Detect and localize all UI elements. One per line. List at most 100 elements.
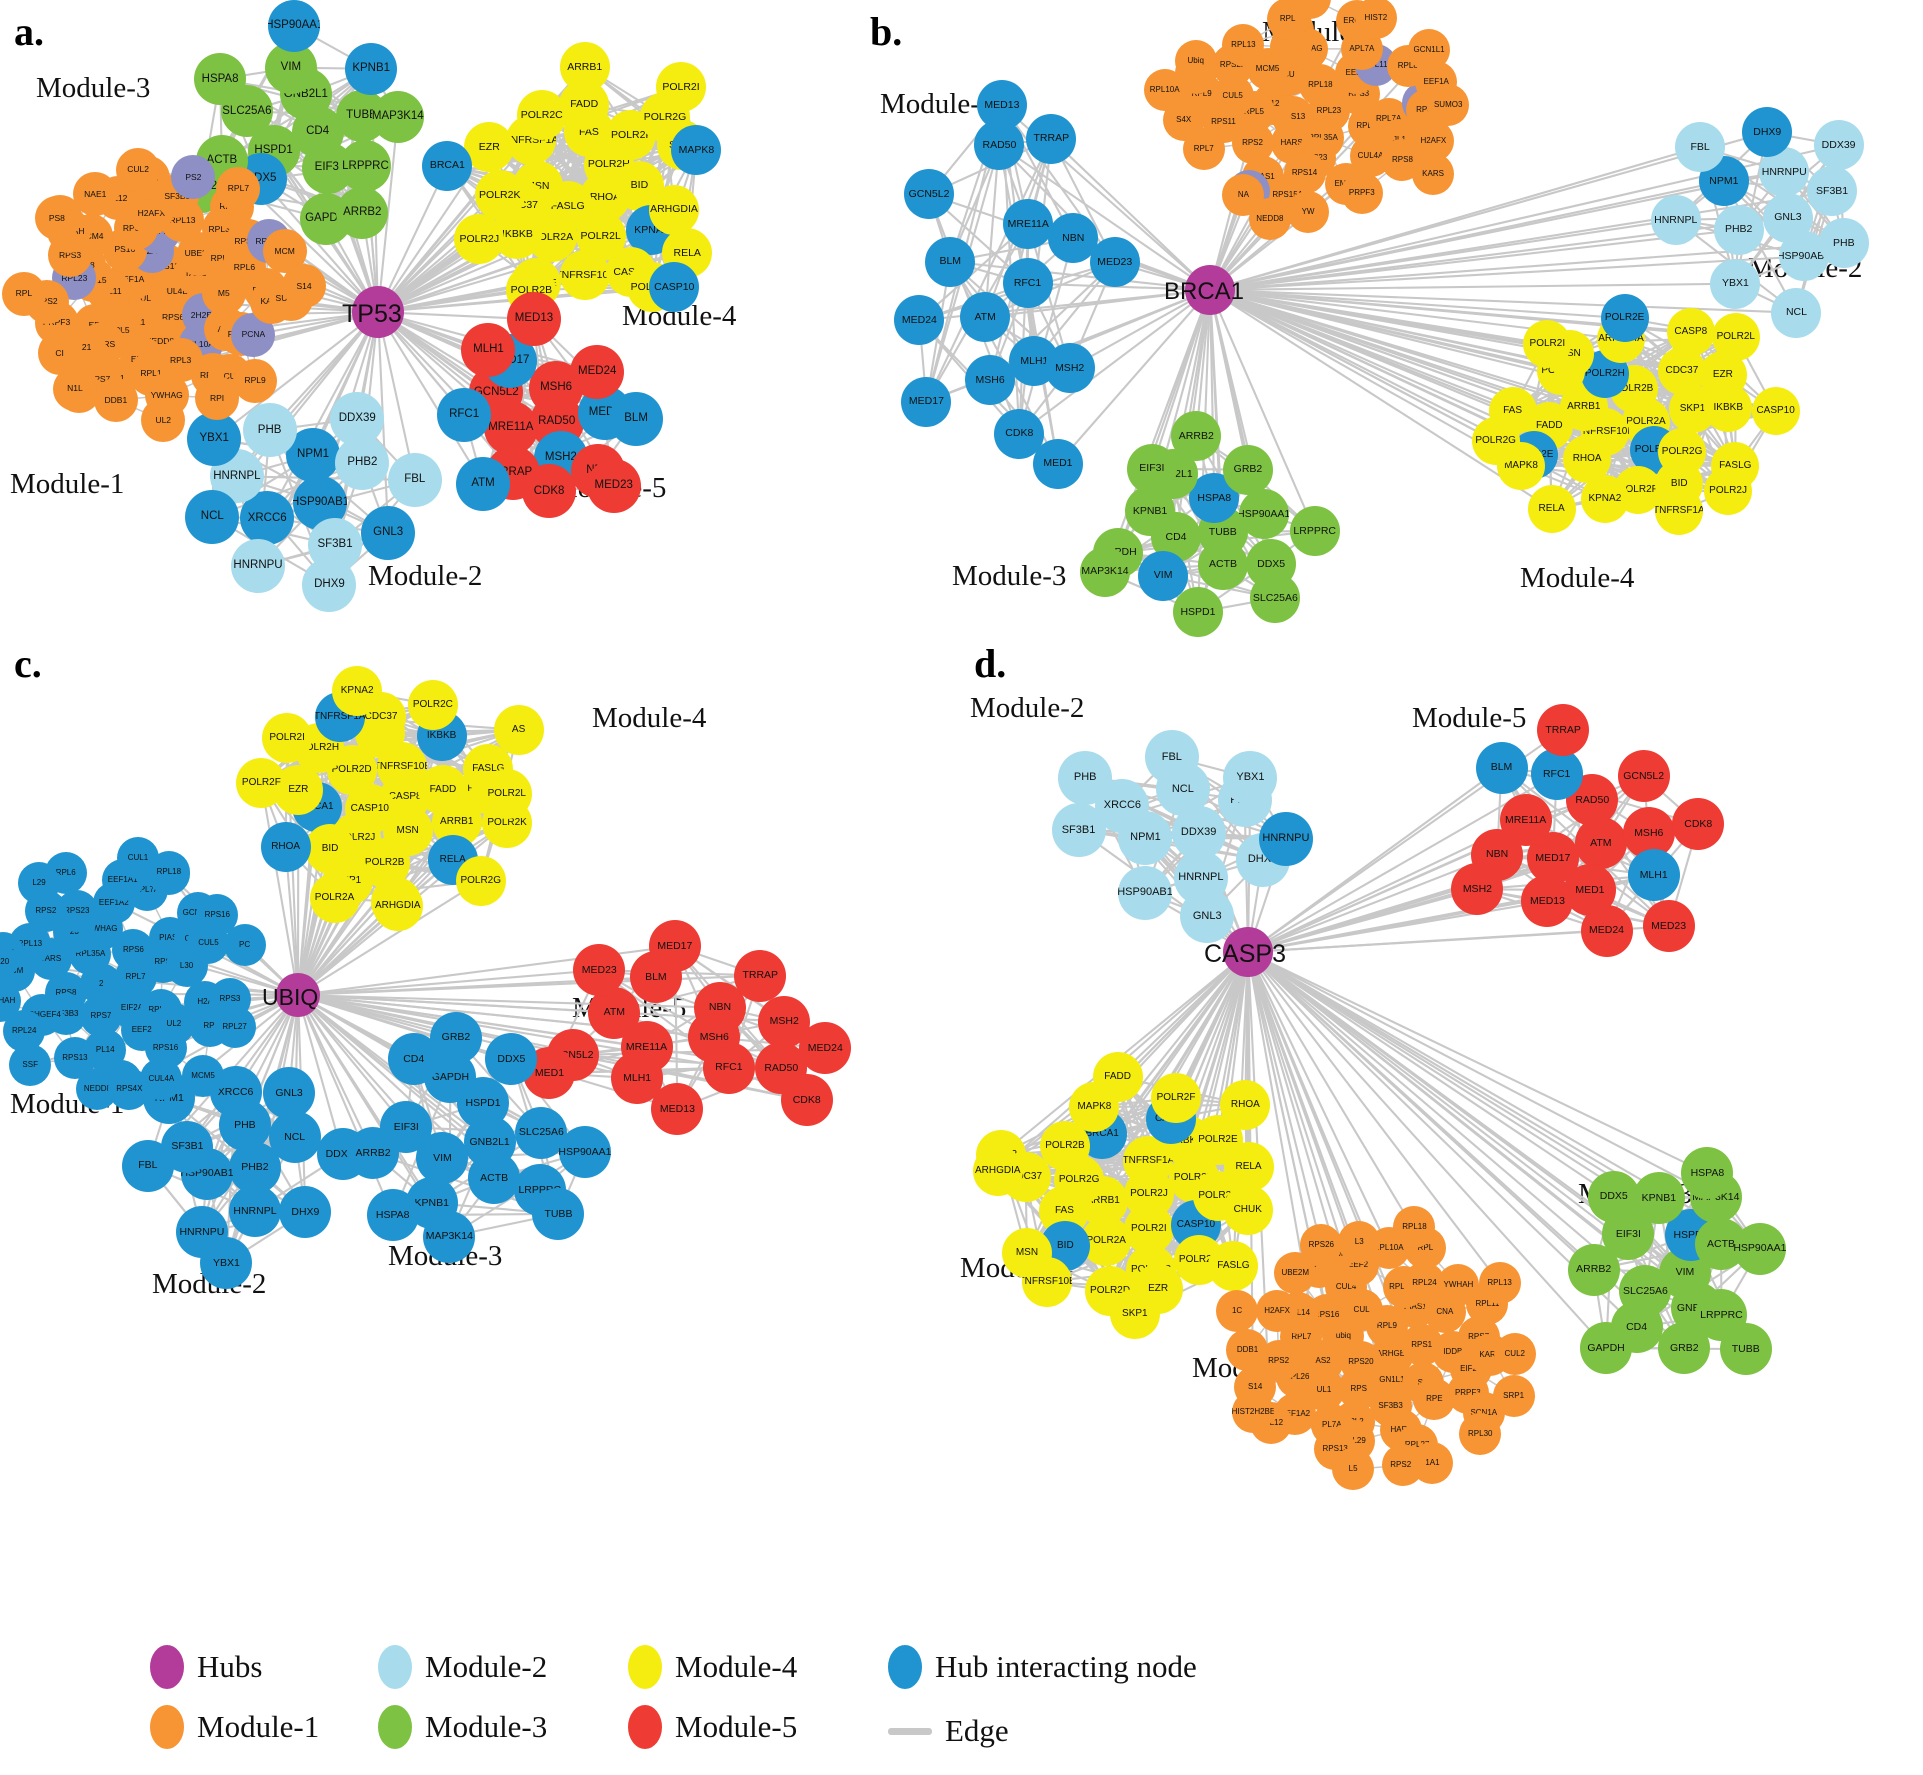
module-node[interactable]: KARS bbox=[1412, 152, 1455, 195]
module-node[interactable]: YW bbox=[1287, 190, 1330, 233]
module-node[interactable]: POLR2L bbox=[1711, 313, 1760, 362]
module-node[interactable]: GCN5L2 bbox=[1617, 749, 1670, 802]
module-node[interactable]: HIST2 bbox=[1354, 0, 1397, 39]
module-node[interactable]: POLR2I bbox=[1523, 320, 1572, 369]
module-node[interactable]: PS2 bbox=[171, 155, 216, 200]
module-node[interactable]: GNL3 bbox=[361, 505, 416, 560]
module-node[interactable]: FBL bbox=[387, 452, 442, 507]
module-node[interactable]: SLC25A6 bbox=[1250, 573, 1301, 624]
module-node[interactable]: HSP90AA1 bbox=[1733, 1222, 1786, 1275]
module-node[interactable]: FBL bbox=[121, 1139, 174, 1192]
module-node[interactable]: MED13 bbox=[506, 292, 561, 347]
module-node[interactable]: SUMO3 bbox=[1427, 83, 1470, 126]
module-node[interactable]: SLC25A6 bbox=[220, 85, 273, 138]
module-node[interactable]: CUL2 bbox=[116, 147, 161, 192]
module-node[interactable]: PHB bbox=[1818, 218, 1869, 269]
module-node[interactable]: POLR2K bbox=[474, 170, 525, 221]
module-node[interactable]: MAP3K14 bbox=[423, 1210, 476, 1263]
module-node[interactable]: H2AFX bbox=[1256, 1289, 1299, 1332]
module-node[interactable]: KPNB1 bbox=[1632, 1172, 1685, 1225]
module-node[interactable]: POLR2L bbox=[481, 769, 532, 820]
module-node[interactable]: CASP10 bbox=[649, 262, 700, 313]
module-node[interactable]: PHB bbox=[242, 403, 297, 458]
module-node[interactable]: MLH1 bbox=[461, 323, 516, 378]
module-node[interactable]: UL2 bbox=[141, 397, 186, 442]
module-node[interactable]: YBX1 bbox=[187, 411, 242, 466]
module-node[interactable]: NCL bbox=[1771, 287, 1822, 338]
module-node[interactable]: SF3B1 bbox=[1807, 166, 1858, 217]
module-node[interactable]: TNFRSF10B bbox=[1022, 1256, 1073, 1307]
module-node[interactable]: HSP90AB1 bbox=[1118, 865, 1173, 920]
module-node[interactable]: POLR2J bbox=[1704, 467, 1753, 516]
module-node[interactable]: RPL18 bbox=[1393, 1205, 1436, 1248]
module-node[interactable]: TUBB bbox=[1719, 1323, 1772, 1376]
module-node[interactable]: DDX39 bbox=[1813, 120, 1864, 171]
module-node[interactable]: POLR2I bbox=[262, 713, 313, 764]
module-node[interactable]: BLM bbox=[1475, 741, 1528, 794]
module-node[interactable]: MED23 bbox=[1642, 900, 1695, 953]
module-node[interactable]: MED17 bbox=[901, 376, 952, 427]
module-node[interactable]: CASP8 bbox=[1666, 307, 1715, 356]
module-node[interactable]: HNRNPU bbox=[231, 539, 286, 594]
module-node[interactable]: RFC1 bbox=[1002, 258, 1053, 309]
module-node[interactable]: HSPA8 bbox=[194, 53, 247, 106]
module-node[interactable]: MCM5 bbox=[182, 1055, 225, 1098]
module-node[interactable]: RPL10A bbox=[1143, 68, 1186, 111]
module-node[interactable]: GRB2 bbox=[1222, 444, 1273, 495]
module-node[interactable]: SSF bbox=[9, 1043, 52, 1086]
module-node[interactable]: POLR2G bbox=[1471, 417, 1520, 466]
module-node[interactable]: MAPK8 bbox=[671, 124, 722, 175]
module-node[interactable]: DHX9 bbox=[302, 557, 357, 612]
module-node[interactable]: ACTB bbox=[468, 1152, 521, 1205]
module-node[interactable]: HNRNPU bbox=[1258, 811, 1313, 866]
hub-node[interactable] bbox=[352, 286, 404, 338]
module-node[interactable]: POLR2G bbox=[455, 855, 506, 906]
module-node[interactable]: MAP3K14 bbox=[1079, 546, 1130, 597]
module-node[interactable]: ARRB1 bbox=[559, 41, 610, 92]
module-node[interactable]: RPL13 bbox=[1478, 1262, 1521, 1305]
module-node[interactable]: NCL bbox=[185, 489, 240, 544]
module-node[interactable]: TRRAP bbox=[734, 949, 787, 1002]
module-node[interactable]: POLR2C bbox=[407, 679, 458, 730]
module-node[interactable]: PC bbox=[223, 923, 266, 966]
module-node[interactable]: KPNA2 bbox=[332, 666, 383, 717]
module-node[interactable]: CDK8 bbox=[522, 464, 577, 519]
module-node[interactable]: MSH2 bbox=[1044, 343, 1095, 394]
module-node[interactable]: RHOA bbox=[260, 822, 311, 873]
module-node[interactable]: ATM bbox=[960, 292, 1011, 343]
module-node[interactable]: TRRAP bbox=[1537, 703, 1590, 756]
module-node[interactable]: CASP10 bbox=[1751, 387, 1800, 436]
module-node[interactable]: POLR2E bbox=[1600, 294, 1649, 343]
module-node[interactable]: HSP90AA1 bbox=[1238, 488, 1289, 539]
module-node[interactable]: MRE11A bbox=[1003, 199, 1054, 250]
module-node[interactable]: DDB1 bbox=[93, 378, 138, 423]
module-node[interactable]: ARHGDIA bbox=[372, 881, 423, 932]
module-node[interactable]: DDX39 bbox=[330, 391, 385, 446]
module-node[interactable]: MED23 bbox=[573, 944, 626, 997]
module-node[interactable]: TNFRSF1A bbox=[1654, 486, 1703, 535]
module-node[interactable]: MLH1 bbox=[1627, 849, 1680, 902]
module-node[interactable]: CUL1 bbox=[116, 836, 159, 879]
module-node[interactable]: PRPF3 bbox=[1340, 171, 1383, 214]
module-node[interactable]: ARHGDIA bbox=[648, 184, 699, 235]
module-node[interactable]: MED24 bbox=[894, 295, 945, 346]
module-node[interactable]: Ubiq bbox=[1174, 39, 1217, 82]
module-node[interactable]: YBX1 bbox=[1710, 258, 1761, 309]
module-node[interactable]: ARRB2 bbox=[336, 186, 389, 239]
module-node[interactable]: ARRB2 bbox=[1567, 1243, 1620, 1296]
module-node[interactable]: MAP3K14 bbox=[371, 90, 424, 143]
module-node[interactable]: ATM bbox=[1574, 816, 1627, 869]
module-node[interactable]: CDK8 bbox=[780, 1074, 833, 1127]
module-node[interactable]: XRCC6 bbox=[240, 491, 295, 546]
module-node[interactable]: POLR2J bbox=[454, 214, 505, 265]
module-node[interactable]: PHB2 bbox=[1713, 204, 1764, 255]
module-node[interactable]: POLR2F bbox=[236, 757, 287, 808]
module-node[interactable]: RPS4X bbox=[108, 1067, 151, 1110]
module-node[interactable]: FADD bbox=[1092, 1051, 1143, 1102]
module-node[interactable]: RPL27 bbox=[213, 1005, 256, 1048]
module-node[interactable]: MED1 bbox=[1032, 438, 1083, 489]
module-node[interactable]: CUL2 bbox=[1493, 1332, 1536, 1375]
module-node[interactable]: ARRB2 bbox=[1171, 411, 1222, 462]
module-node[interactable]: HSP90AA1 bbox=[558, 1126, 611, 1179]
module-node[interactable]: VIM bbox=[1138, 550, 1189, 601]
